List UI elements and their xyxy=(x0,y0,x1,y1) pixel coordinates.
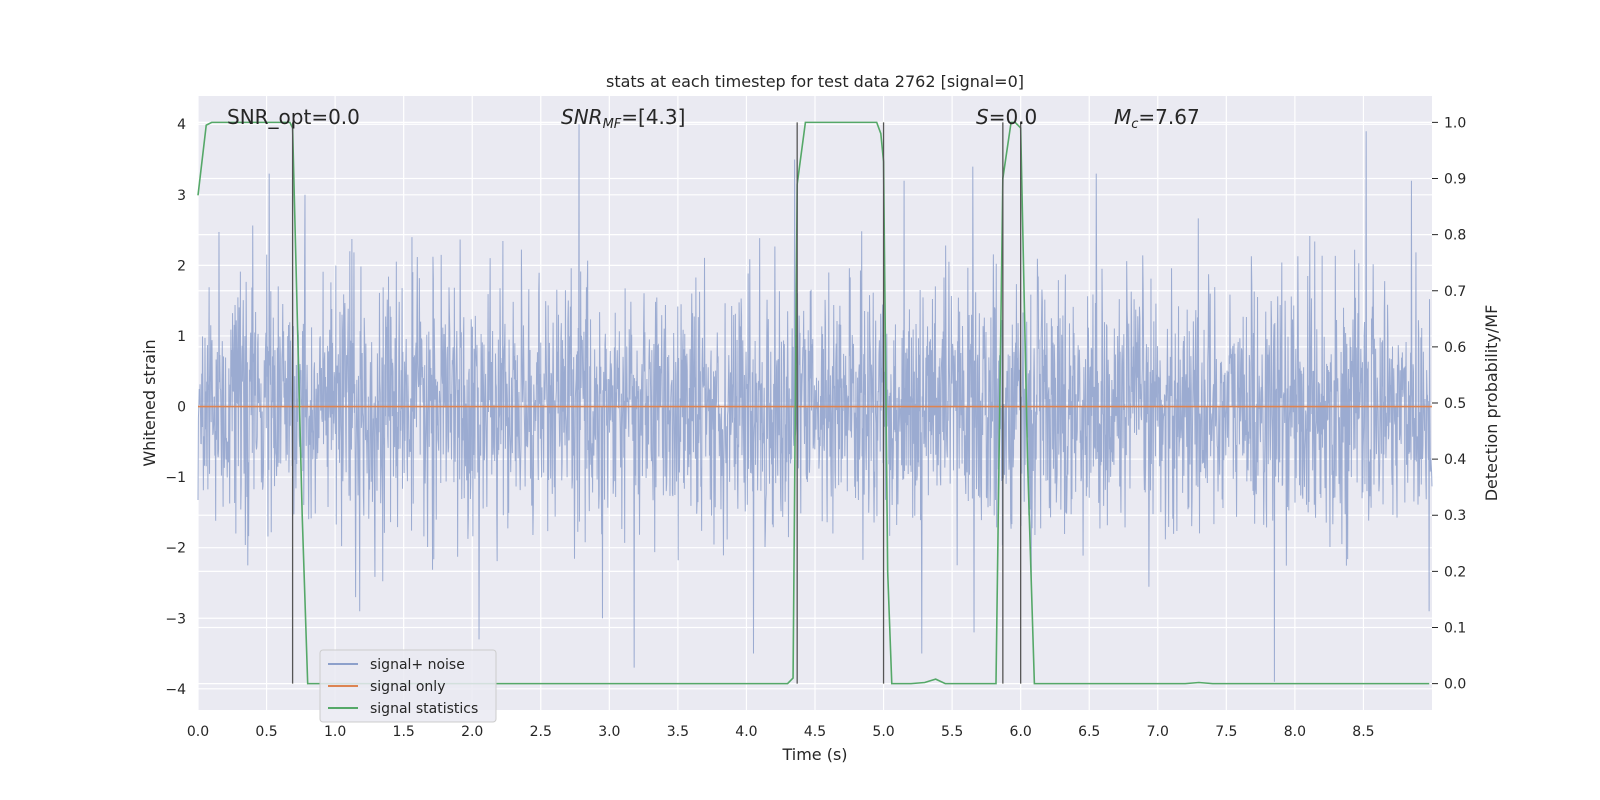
y-left-tick-label: 0 xyxy=(177,400,186,416)
annotation-s: S=0.0 xyxy=(976,105,1037,129)
y-right-tick-label: 0.2 xyxy=(1444,564,1466,580)
y-right-tick-label: 0.4 xyxy=(1444,452,1466,468)
annotation-mc-sub: c xyxy=(1131,117,1138,132)
noise-trace xyxy=(197,124,1433,682)
y-left-axis-ticks: 4 3 2 1 0 −1 −2 −3 −4 xyxy=(165,117,186,698)
x-tick-label: 3.5 xyxy=(667,724,689,740)
y-right-axis-label: Detection probability/MF xyxy=(1482,305,1501,502)
y-left-tick-label: −2 xyxy=(165,541,186,557)
y-right-tick-label: 0.6 xyxy=(1444,340,1466,356)
chart-title: stats at each timestep for test data 276… xyxy=(606,72,1024,91)
annotation-mc-base: M xyxy=(1114,105,1131,129)
y-left-tick-label: 4 xyxy=(177,117,186,133)
legend-label-signal-only: signal only xyxy=(370,679,445,695)
annotation-snr-mf-base: SNR xyxy=(561,105,603,129)
annotation-mc: Mc=7.67 xyxy=(1114,105,1200,132)
annotation-s-value: =0.0 xyxy=(989,105,1038,129)
y-right-tick-label: 0.5 xyxy=(1444,396,1466,412)
x-tick-label: 5.0 xyxy=(872,724,894,740)
series-lines xyxy=(197,121,1432,685)
annotation-snr-mf: SNRMF=[4.3] xyxy=(561,105,685,132)
x-tick-label: 0.5 xyxy=(255,724,277,740)
y-right-tick-label: 0.7 xyxy=(1444,284,1466,300)
y-right-axis-ticks: 1.0 0.9 0.8 0.7 0.6 0.5 0.4 0.3 0.2 0.1 0.0 xyxy=(1432,115,1466,693)
x-tick-label: 4.0 xyxy=(735,724,757,740)
x-axis-label: Time (s) xyxy=(781,745,847,764)
y-right-tick-label: 1.0 xyxy=(1444,115,1466,131)
x-tick-label: 8.5 xyxy=(1352,724,1374,740)
y-right-tick-label: 0.1 xyxy=(1444,620,1466,636)
x-axis-ticks: 0.0 0.5 1.0 1.5 2.0 2.5 3.0 3.5 4.0 4.5 5.0 5.5 6.0 6… xyxy=(187,724,1375,740)
y-left-axis-label: Whitened strain xyxy=(140,339,159,466)
y-left-tick-label: −1 xyxy=(165,470,186,486)
x-tick-label: 3.0 xyxy=(598,724,620,740)
x-tick-label: 6.5 xyxy=(1078,724,1100,740)
y-left-tick-label: −3 xyxy=(165,611,186,627)
x-tick-label: 0.0 xyxy=(187,724,209,740)
y-left-tick-label: 3 xyxy=(177,188,186,204)
y-right-tick-label: 0.9 xyxy=(1444,172,1466,188)
y-left-tick-label: 2 xyxy=(177,258,186,274)
x-tick-label: 6.0 xyxy=(1010,724,1032,740)
x-tick-label: 5.5 xyxy=(941,724,963,740)
annotation-snr-mf-value: =[4.3] xyxy=(621,105,685,129)
legend: signal+ noise signal only signal statist… xyxy=(319,649,497,723)
annotation-mc-value: =7.67 xyxy=(1138,105,1199,129)
y-left-tick-label: −4 xyxy=(165,682,186,698)
x-tick-label: 4.5 xyxy=(804,724,826,740)
annotation-snr-opt: SNR_opt=0.0 xyxy=(227,105,360,129)
y-right-tick-label: 0.3 xyxy=(1444,508,1466,524)
series-line-signal-statistics xyxy=(197,121,1430,685)
x-tick-label: 1.5 xyxy=(393,724,415,740)
annotation-s-var: S xyxy=(976,105,989,129)
vertical-markers xyxy=(291,122,1022,684)
legend-box xyxy=(319,649,497,723)
legend-label-signal-plus-noise: signal+ noise xyxy=(370,657,465,673)
x-tick-label: 8.0 xyxy=(1284,724,1306,740)
y-left-tick-label: 1 xyxy=(177,329,186,345)
x-tick-label: 7.0 xyxy=(1147,724,1169,740)
annotation-snr-mf-sub: MF xyxy=(603,117,622,132)
x-tick-label: 2.0 xyxy=(461,724,483,740)
x-tick-label: 2.5 xyxy=(530,724,552,740)
y-right-tick-label: 0.8 xyxy=(1444,228,1466,244)
x-tick-label: 1.0 xyxy=(324,724,346,740)
legend-label-signal-statistics: signal statistics xyxy=(370,701,478,717)
x-tick-label: 7.5 xyxy=(1215,724,1237,740)
y-right-tick-label: 0.0 xyxy=(1444,677,1466,693)
series-signal-plus-noise xyxy=(197,124,1433,682)
